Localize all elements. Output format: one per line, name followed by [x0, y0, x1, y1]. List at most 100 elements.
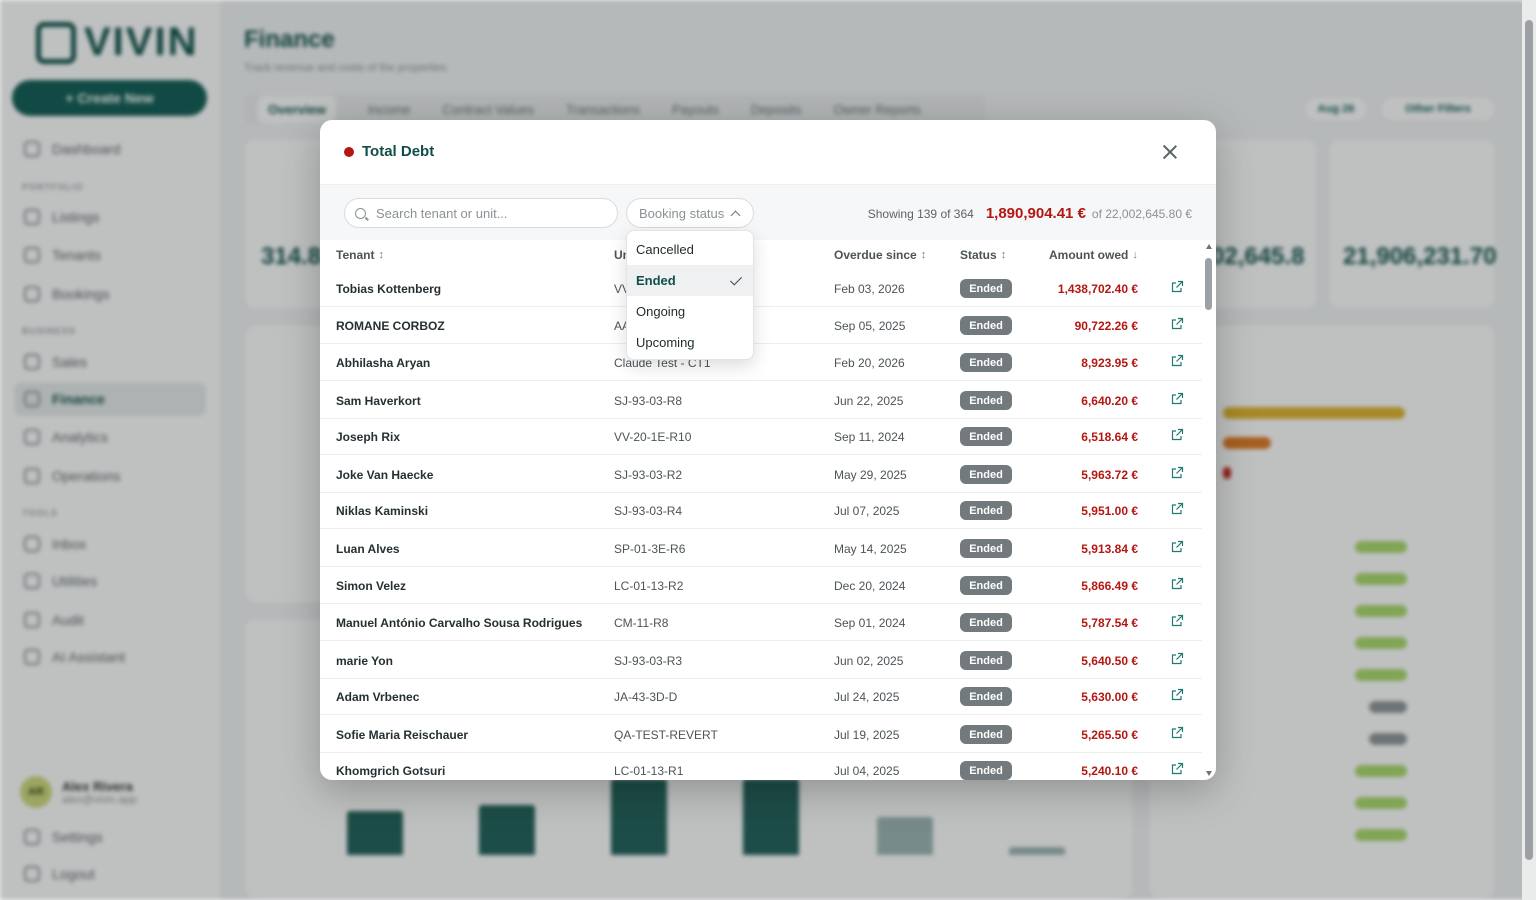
table-row[interactable]: Abhilasha Aryan Claude Test - CT1 Feb 20, … — [320, 344, 1202, 381]
tab-owner-reports[interactable]: Owner Reports — [833, 101, 921, 117]
table-row[interactable]: Joseph Rix VV-20-1E-R10 Sep 11, 2024 Ended 6… — [320, 418, 1202, 455]
scroll-up-arrow-icon[interactable] — [1206, 244, 1212, 249]
column-header-amount[interactable]: Amount owed ↓ — [1049, 248, 1138, 262]
tab-contract-values[interactable]: Contract Values — [442, 101, 534, 117]
sidebar-item-inbox[interactable]: Inbox — [14, 527, 206, 561]
external-link-icon[interactable] — [1170, 392, 1184, 406]
table-row[interactable]: Sam Haverkort SJ-93-03-R8 Jun 22, 2025 Ende… — [320, 382, 1202, 419]
status-option-cancelled[interactable]: Cancelled — [627, 234, 753, 265]
tab-income[interactable]: Income — [367, 101, 411, 117]
sidebar-item-dashboard[interactable]: Dashboard — [14, 132, 206, 166]
external-link-icon[interactable] — [1170, 428, 1184, 442]
sidebar: VIVIN + Create New Dashboard PORTFOLIO L… — [0, 0, 222, 900]
table-scrollbar[interactable] — [1204, 242, 1214, 778]
cashflow-bar — [611, 779, 667, 855]
finance-icon — [24, 391, 40, 407]
tab-deposits[interactable]: Deposits — [750, 101, 802, 117]
tenant-name: Adam Vrbenec — [336, 690, 420, 704]
status-option-ended[interactable]: Ended — [627, 265, 753, 296]
external-link-icon[interactable] — [1170, 652, 1184, 666]
external-link-icon[interactable] — [1170, 614, 1184, 628]
status-option-upcoming[interactable]: Upcoming — [627, 327, 753, 358]
external-link-icon[interactable] — [1170, 577, 1184, 591]
column-header-status[interactable]: Status ↕ — [960, 248, 1007, 262]
table-row[interactable]: Sofie Maria Reischauer QA-TEST-REVERT Jul … — [320, 716, 1202, 753]
tab-transactions[interactable]: Transactions — [566, 101, 640, 117]
table-row[interactable]: Niklas Kaminski SJ-93-03-R4 Jul 07, 2025 En… — [320, 492, 1202, 529]
overdue-date: Jul 04, 2025 — [834, 764, 900, 778]
search-field[interactable] — [344, 198, 618, 228]
column-header-tenant[interactable]: Tenant ↕ — [336, 248, 384, 262]
external-link-icon[interactable] — [1170, 726, 1184, 740]
sidebar-item-logout[interactable]: Logout — [14, 857, 206, 891]
status-option-label: Upcoming — [636, 335, 695, 350]
external-link-icon[interactable] — [1170, 540, 1184, 554]
external-link-icon[interactable] — [1170, 354, 1184, 368]
bookings-icon — [24, 286, 40, 302]
status-badge: Ended — [960, 465, 1012, 484]
external-link-icon[interactable] — [1170, 688, 1184, 702]
unit-code: CM-11-R8 — [614, 616, 669, 630]
create-new-button[interactable]: + Create New — [12, 80, 207, 116]
status-badge: Ended — [960, 539, 1012, 558]
sort-icon: ↕ — [378, 249, 384, 261]
column-header-overdue[interactable]: Overdue since ↕ — [834, 248, 927, 262]
user-profile[interactable]: AR Alex Rivera alex@vivin.app — [20, 776, 137, 808]
other-filters-chip[interactable]: Other Filters — [1380, 96, 1496, 122]
close-icon[interactable] — [1158, 140, 1182, 164]
booking-status-filter[interactable]: Booking status — [626, 198, 754, 228]
table-row[interactable]: Manuel António Carvalho Sousa Rodrigues C… — [320, 604, 1202, 641]
sidebar-item-settings[interactable]: Settings — [14, 820, 206, 854]
tab-overview[interactable]: Overview — [258, 95, 336, 123]
external-link-icon[interactable] — [1170, 502, 1184, 516]
sidebar-item-tenants[interactable]: Tenants — [14, 238, 206, 272]
table-row[interactable]: marie Yon SJ-93-03-R3 Jun 02, 2025 Ended 5,6… — [320, 642, 1202, 679]
tenant-name: Khomgrich Gotsuri — [336, 764, 446, 778]
sidebar-item-utilities[interactable]: Utilities — [14, 564, 206, 598]
table-row[interactable]: Khomgrich Gotsuri LC-01-13-R1 Jul 04, 2025… — [320, 752, 1202, 780]
booking-status-dropdown: Cancelled Ended Ongoing Upcoming — [626, 230, 754, 360]
status-pill — [1355, 829, 1407, 841]
status-option-ongoing[interactable]: Ongoing — [627, 296, 753, 327]
aging-bar — [1223, 467, 1231, 479]
date-filter-chip[interactable]: Aug 26 — [1304, 96, 1368, 122]
page-scrollbar[interactable] — [1522, 0, 1536, 900]
amount-owed: 8,923.95 € — [1081, 356, 1138, 370]
sidebar-item-sales[interactable]: Sales — [14, 345, 206, 379]
sidebar-item-listings[interactable]: Listings — [14, 200, 206, 234]
table-row[interactable]: Adam Vrbenec JA-43-3D-D Jul 24, 2025 Ended 5… — [320, 678, 1202, 715]
table-row[interactable]: Simon Velez LC-01-13-R2 Dec 20, 2024 Ended 5… — [320, 567, 1202, 604]
modal-toolbar: Booking status Showing 139 of 364 1,890,… — [320, 184, 1216, 240]
debt-indicator-dot — [344, 147, 354, 157]
sidebar-item-ai-assistant[interactable]: AI Assistant — [14, 640, 206, 674]
sidebar-item-bookings[interactable]: Bookings — [14, 277, 206, 311]
table-scrollbar-thumb[interactable] — [1205, 258, 1212, 310]
external-link-icon[interactable] — [1170, 466, 1184, 480]
scroll-down-arrow-icon[interactable] — [1206, 771, 1212, 776]
overdue-date: Jun 02, 2025 — [834, 654, 904, 668]
cashflow-bar — [347, 811, 403, 855]
status-badge: Ended — [960, 576, 1012, 595]
overdue-date: Sep 11, 2024 — [834, 430, 905, 444]
search-input[interactable] — [376, 205, 606, 222]
aging-bar — [1223, 407, 1405, 419]
external-link-icon[interactable] — [1170, 317, 1184, 331]
table-row[interactable]: Joke Van Haecke SJ-93-03-R2 May 29, 2025 En… — [320, 456, 1202, 493]
modal-header: Total Debt — [320, 120, 1216, 184]
sidebar-item-analytics[interactable]: Analytics — [14, 420, 206, 454]
table-row[interactable]: ROMANE CORBOZAA-01-2B-R1Sep 05, 2025Ende… — [320, 307, 1202, 344]
page-scrollbar-thumb[interactable] — [1525, 20, 1533, 860]
nav-section-portfolio: PORTFOLIO — [22, 182, 84, 192]
tenant-name: ROMANE CORBOZ — [336, 319, 445, 333]
external-link-icon[interactable] — [1170, 762, 1184, 776]
status-pill — [1369, 733, 1407, 745]
status-badge: Ended — [960, 761, 1012, 780]
tab-payouts[interactable]: Payouts — [671, 101, 719, 117]
table-row[interactable]: Tobias KottenbergVV-20-1E-R6Feb 03, 2026… — [320, 270, 1202, 307]
sidebar-item-audit[interactable]: Audit — [14, 603, 206, 637]
sidebar-item-operations[interactable]: Operations — [14, 459, 206, 493]
table-row[interactable]: Luan Alves SP-01-3E-R6 May 14, 2025 Ended 5,… — [320, 530, 1202, 567]
external-link-icon[interactable] — [1170, 280, 1184, 294]
tenant-name: Tobias Kottenberg — [336, 282, 442, 296]
sidebar-item-finance[interactable]: Finance — [14, 382, 206, 416]
